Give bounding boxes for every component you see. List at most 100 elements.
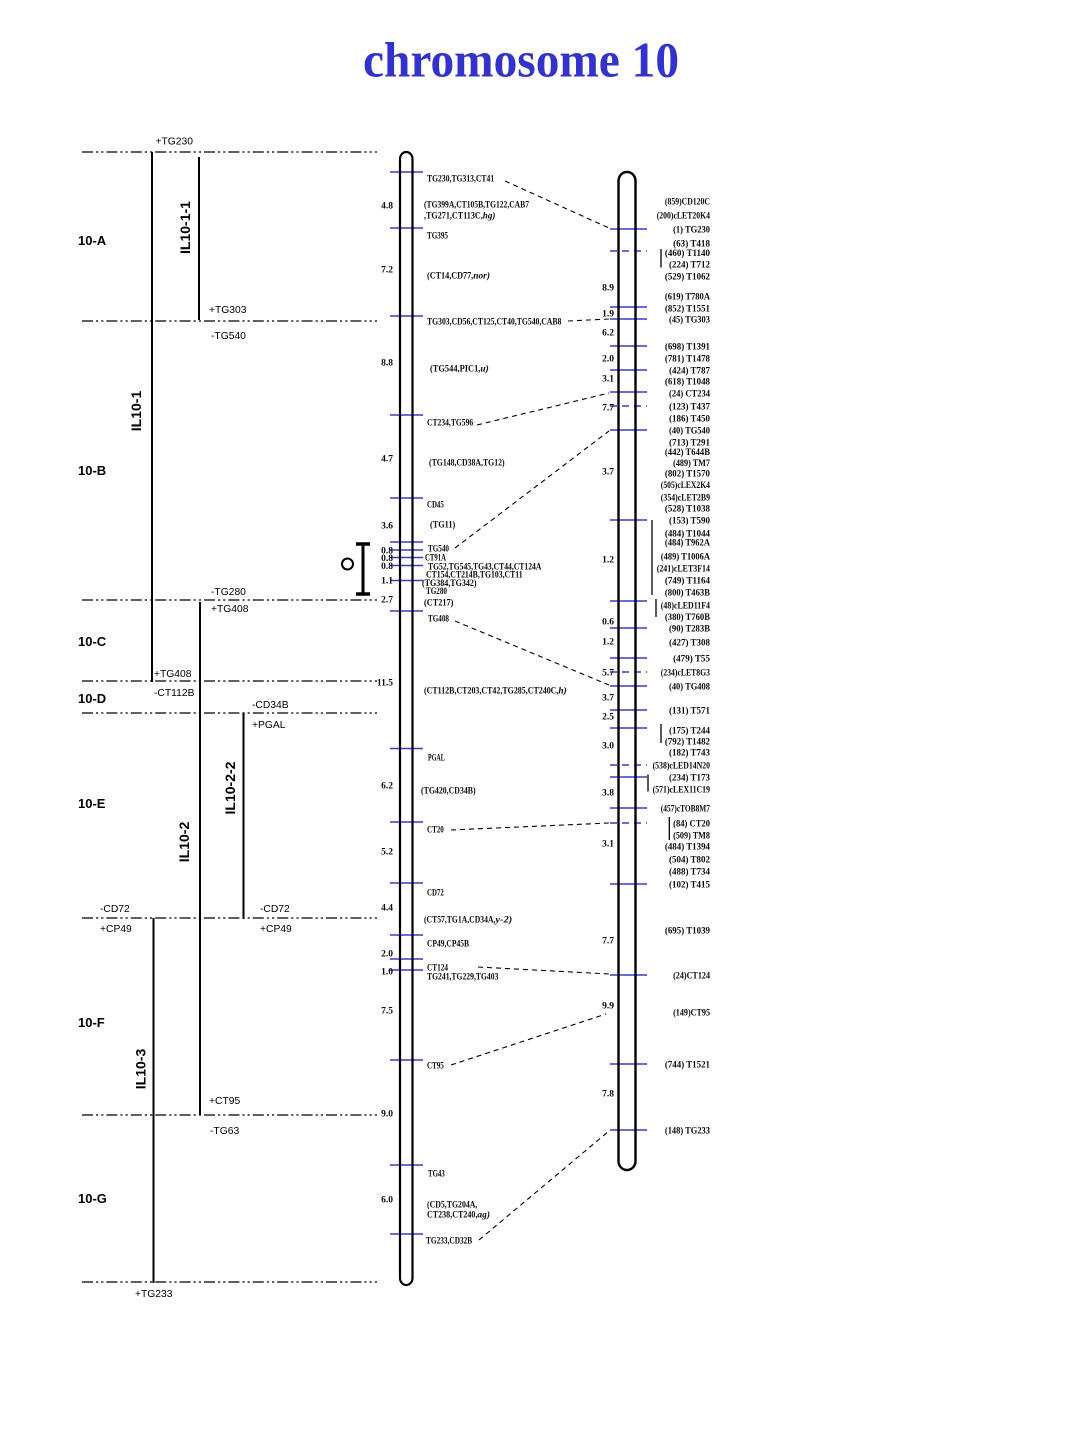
svg-text:(48)cLED11F4: (48)cLED11F4 [661, 600, 710, 611]
svg-text:CT95: CT95 [427, 1061, 444, 1071]
svg-text:(749) T1164: (749) T1164 [665, 575, 710, 586]
svg-text:1.2: 1.2 [602, 555, 614, 565]
svg-text:7.7: 7.7 [602, 936, 614, 946]
svg-text:(40) TG408: (40) TG408 [669, 681, 710, 692]
svg-text:(538)cLED14N20: (538)cLED14N20 [653, 760, 711, 771]
svg-text:(484) T1394: (484) T1394 [665, 841, 710, 852]
svg-text:10-G: 10-G [78, 1191, 107, 1206]
svg-text:3.7: 3.7 [602, 693, 614, 703]
svg-text:(84) CT20: (84) CT20 [673, 818, 710, 829]
svg-text:8.9: 8.9 [602, 283, 614, 293]
svg-text:-TG540: -TG540 [211, 331, 246, 342]
svg-text:hg): hg) [483, 210, 496, 221]
svg-text:(24)CT124: (24)CT124 [673, 970, 710, 981]
svg-text:(713) T291: (713) T291 [669, 437, 710, 448]
svg-text:(457)cTOB8M7: (457)cTOB8M7 [661, 803, 710, 814]
svg-text:10-A: 10-A [78, 233, 107, 248]
svg-text:(224) T712: (224) T712 [669, 259, 710, 270]
svg-text:(234)cLET8G3: (234)cLET8G3 [661, 667, 710, 678]
svg-text:9.0: 9.0 [381, 1109, 393, 1119]
svg-text:(505)cLEX2K4: (505)cLEX2K4 [661, 480, 710, 491]
svg-text:(24) CT234: (24) CT234 [669, 388, 710, 399]
svg-text:(175) T244: (175) T244 [669, 725, 710, 736]
svg-text:3.7: 3.7 [602, 467, 614, 477]
svg-text:h): h) [558, 685, 566, 696]
svg-text:(CD5,TG204A,: (CD5,TG204A, [427, 1199, 478, 1210]
svg-text:(131) T571: (131) T571 [669, 705, 710, 716]
svg-text:(182) T743: (182) T743 [669, 747, 710, 758]
svg-text:nor): nor) [473, 270, 490, 281]
svg-text:9.9: 9.9 [602, 1001, 614, 1011]
svg-text:TG230,TG313,CT41: TG230,TG313,CT41 [427, 174, 494, 184]
svg-text:7.5: 7.5 [381, 1006, 393, 1016]
svg-text:(529) T1062: (529) T1062 [665, 271, 710, 282]
svg-text:+TG408: +TG408 [154, 669, 192, 680]
svg-text:IL10-2-2: IL10-2-2 [222, 761, 238, 814]
svg-text:7.2: 7.2 [381, 265, 393, 275]
svg-text:(460) T1140: (460) T1140 [665, 248, 710, 259]
svg-text:+PGAL: +PGAL [252, 720, 286, 731]
svg-text:IL10-3: IL10-3 [133, 1049, 149, 1090]
svg-text:(TG420,CD34B): (TG420,CD34B) [421, 785, 476, 796]
svg-text:(CT14,CD77,: (CT14,CD77, [427, 270, 474, 281]
svg-text:4.4: 4.4 [381, 903, 393, 913]
svg-text:(TG148,CD38A,TG12): (TG148,CD38A,TG12) [429, 457, 505, 468]
svg-text:,TG271,CT113C,: ,TG271,CT113C, [424, 211, 483, 221]
svg-text:2.0: 2.0 [381, 949, 393, 959]
svg-text:3.0: 3.0 [602, 741, 614, 751]
svg-text:CT238,CT240,: CT238,CT240, [427, 1210, 478, 1220]
svg-text:(484) T1044: (484) T1044 [665, 528, 710, 539]
svg-text:CT124: CT124 [427, 963, 448, 973]
svg-text:(45) TG303: (45) TG303 [669, 314, 710, 325]
svg-text:(200)cLET20K4: (200)cLET20K4 [657, 210, 710, 221]
svg-text:(TG544,PIC1,: (TG544,PIC1, [430, 363, 481, 374]
svg-text:-TG63: -TG63 [210, 1126, 239, 1137]
svg-text:(571)cLEX11C19: (571)cLEX11C19 [653, 784, 711, 795]
svg-text:(618) T1048: (618) T1048 [665, 376, 710, 387]
svg-text:CD45: CD45 [427, 500, 444, 510]
svg-text:(234) T173: (234) T173 [669, 772, 710, 783]
svg-text:10-C: 10-C [78, 634, 107, 649]
svg-text:(148) TG233: (148) TG233 [665, 1125, 710, 1136]
svg-text:TG241,TG229,TG403: TG241,TG229,TG403 [427, 972, 499, 982]
svg-text:(149)CT95: (149)CT95 [673, 1007, 710, 1018]
svg-text:IL10-2: IL10-2 [176, 822, 192, 863]
svg-text:2.7: 2.7 [381, 595, 393, 605]
svg-text:(484) T962A: (484) T962A [665, 537, 710, 548]
svg-text:(859)CD120C: (859)CD120C [665, 196, 710, 207]
svg-text:CT20: CT20 [427, 825, 444, 835]
svg-text:CT91A: CT91A [425, 553, 446, 563]
svg-text:(153) T590: (153) T590 [669, 515, 710, 526]
svg-text:(TG384,TG342): (TG384,TG342) [422, 578, 477, 589]
svg-text:6.0: 6.0 [381, 1195, 393, 1205]
svg-text:10-B: 10-B [78, 463, 106, 478]
svg-text:(CT217): (CT217) [424, 597, 453, 608]
svg-text:(509) TM8: (509) TM8 [673, 830, 710, 841]
svg-text:1.9: 1.9 [602, 309, 614, 319]
svg-text:3.6: 3.6 [381, 521, 393, 531]
svg-text:5.7: 5.7 [602, 668, 614, 678]
svg-text:-CD72: -CD72 [100, 904, 130, 915]
svg-text:10-D: 10-D [78, 691, 106, 706]
svg-text:7.8: 7.8 [602, 1089, 614, 1099]
svg-text:7.7: 7.7 [602, 403, 614, 413]
svg-text:-TG280: -TG280 [211, 587, 246, 598]
svg-text:(123) T437: (123) T437 [669, 401, 710, 412]
svg-text:(40) TG540: (40) TG540 [669, 425, 710, 436]
svg-text:(63) T418: (63) T418 [673, 238, 710, 249]
svg-text:(479) T55: (479) T55 [673, 653, 710, 664]
svg-text:y-2): y-2) [494, 914, 512, 925]
svg-text:0.6: 0.6 [602, 617, 614, 627]
svg-text:10-F: 10-F [78, 1015, 105, 1030]
svg-text:(619) T780A: (619) T780A [665, 291, 710, 302]
svg-text:(800) T463B: (800) T463B [665, 587, 711, 598]
svg-text:(102) T415: (102) T415 [669, 879, 710, 890]
svg-text:4.7: 4.7 [381, 454, 393, 464]
svg-text:(CT112B,CT203,CT42,TG285,CT240: (CT112B,CT203,CT42,TG285,CT240C, [424, 685, 559, 696]
svg-text:(241)cLET3F14: (241)cLET3F14 [657, 563, 711, 574]
svg-text:chromosome 10: chromosome 10 [363, 33, 679, 88]
svg-text:1.1: 1.1 [381, 576, 393, 586]
svg-text:3.8: 3.8 [602, 788, 614, 798]
svg-text:TG280: TG280 [426, 587, 447, 597]
svg-text:+TG233: +TG233 [135, 1289, 173, 1300]
